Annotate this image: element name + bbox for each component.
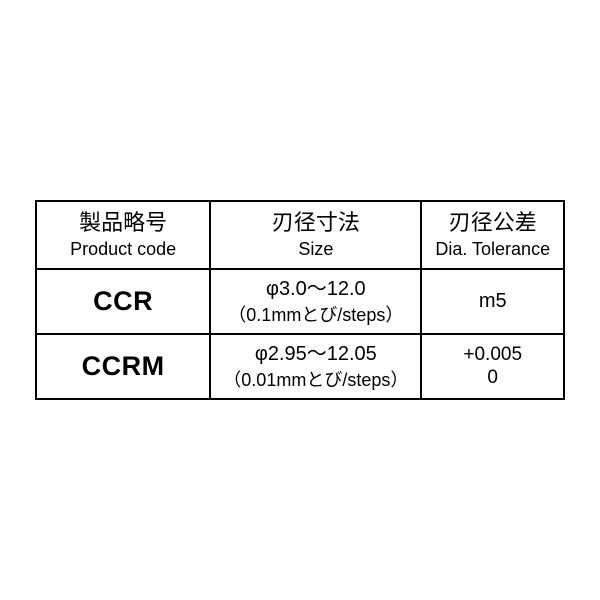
cell-tolerance: m5 bbox=[421, 269, 564, 334]
tolerance-value: m5 bbox=[479, 290, 507, 312]
cell-size: φ3.0～12.0 （0.1mmとび/steps） bbox=[210, 269, 421, 334]
table-row: CCR φ3.0～12.0 （0.1mmとび/steps） m5 bbox=[36, 269, 564, 334]
size-sub-value: （0.01mmとび/steps） bbox=[215, 368, 416, 392]
size-main-value: φ3.0～12.0 bbox=[215, 276, 416, 303]
cell-size: φ2.95～12.05 （0.01mmとび/steps） bbox=[210, 334, 421, 399]
spec-table-container: 製品略号 Product code 刃径寸法 Size 刃径公差 Dia. To… bbox=[35, 200, 565, 401]
cell-tolerance: +0.005 0 bbox=[421, 334, 564, 399]
header-product-code-en: Product code bbox=[41, 237, 205, 261]
header-size-en: Size bbox=[215, 237, 416, 261]
header-tolerance-jp: 刃径公差 bbox=[426, 208, 559, 238]
table-row: CCRM φ2.95～12.05 （0.01mmとび/steps） +0.005… bbox=[36, 334, 564, 399]
cell-code: CCRM bbox=[36, 334, 210, 399]
spec-table: 製品略号 Product code 刃径寸法 Size 刃径公差 Dia. To… bbox=[35, 200, 565, 401]
size-sub-value: （0.1mmとび/steps） bbox=[215, 303, 416, 327]
header-tolerance-en: Dia. Tolerance bbox=[426, 237, 559, 261]
header-tolerance: 刃径公差 Dia. Tolerance bbox=[421, 201, 564, 269]
size-main-value: φ2.95～12.05 bbox=[215, 341, 416, 368]
header-size-jp: 刃径寸法 bbox=[215, 208, 416, 238]
tolerance-upper: +0.005 bbox=[426, 344, 559, 367]
header-product-code-jp: 製品略号 bbox=[41, 208, 205, 238]
tolerance-multi: +0.005 0 bbox=[426, 344, 559, 390]
header-size: 刃径寸法 Size bbox=[210, 201, 421, 269]
tolerance-lower: 0 bbox=[426, 367, 559, 390]
product-code-value: CCR bbox=[93, 286, 153, 316]
cell-code: CCR bbox=[36, 269, 210, 334]
header-product-code: 製品略号 Product code bbox=[36, 201, 210, 269]
product-code-value: CCRM bbox=[82, 351, 165, 381]
header-row: 製品略号 Product code 刃径寸法 Size 刃径公差 Dia. To… bbox=[36, 201, 564, 269]
